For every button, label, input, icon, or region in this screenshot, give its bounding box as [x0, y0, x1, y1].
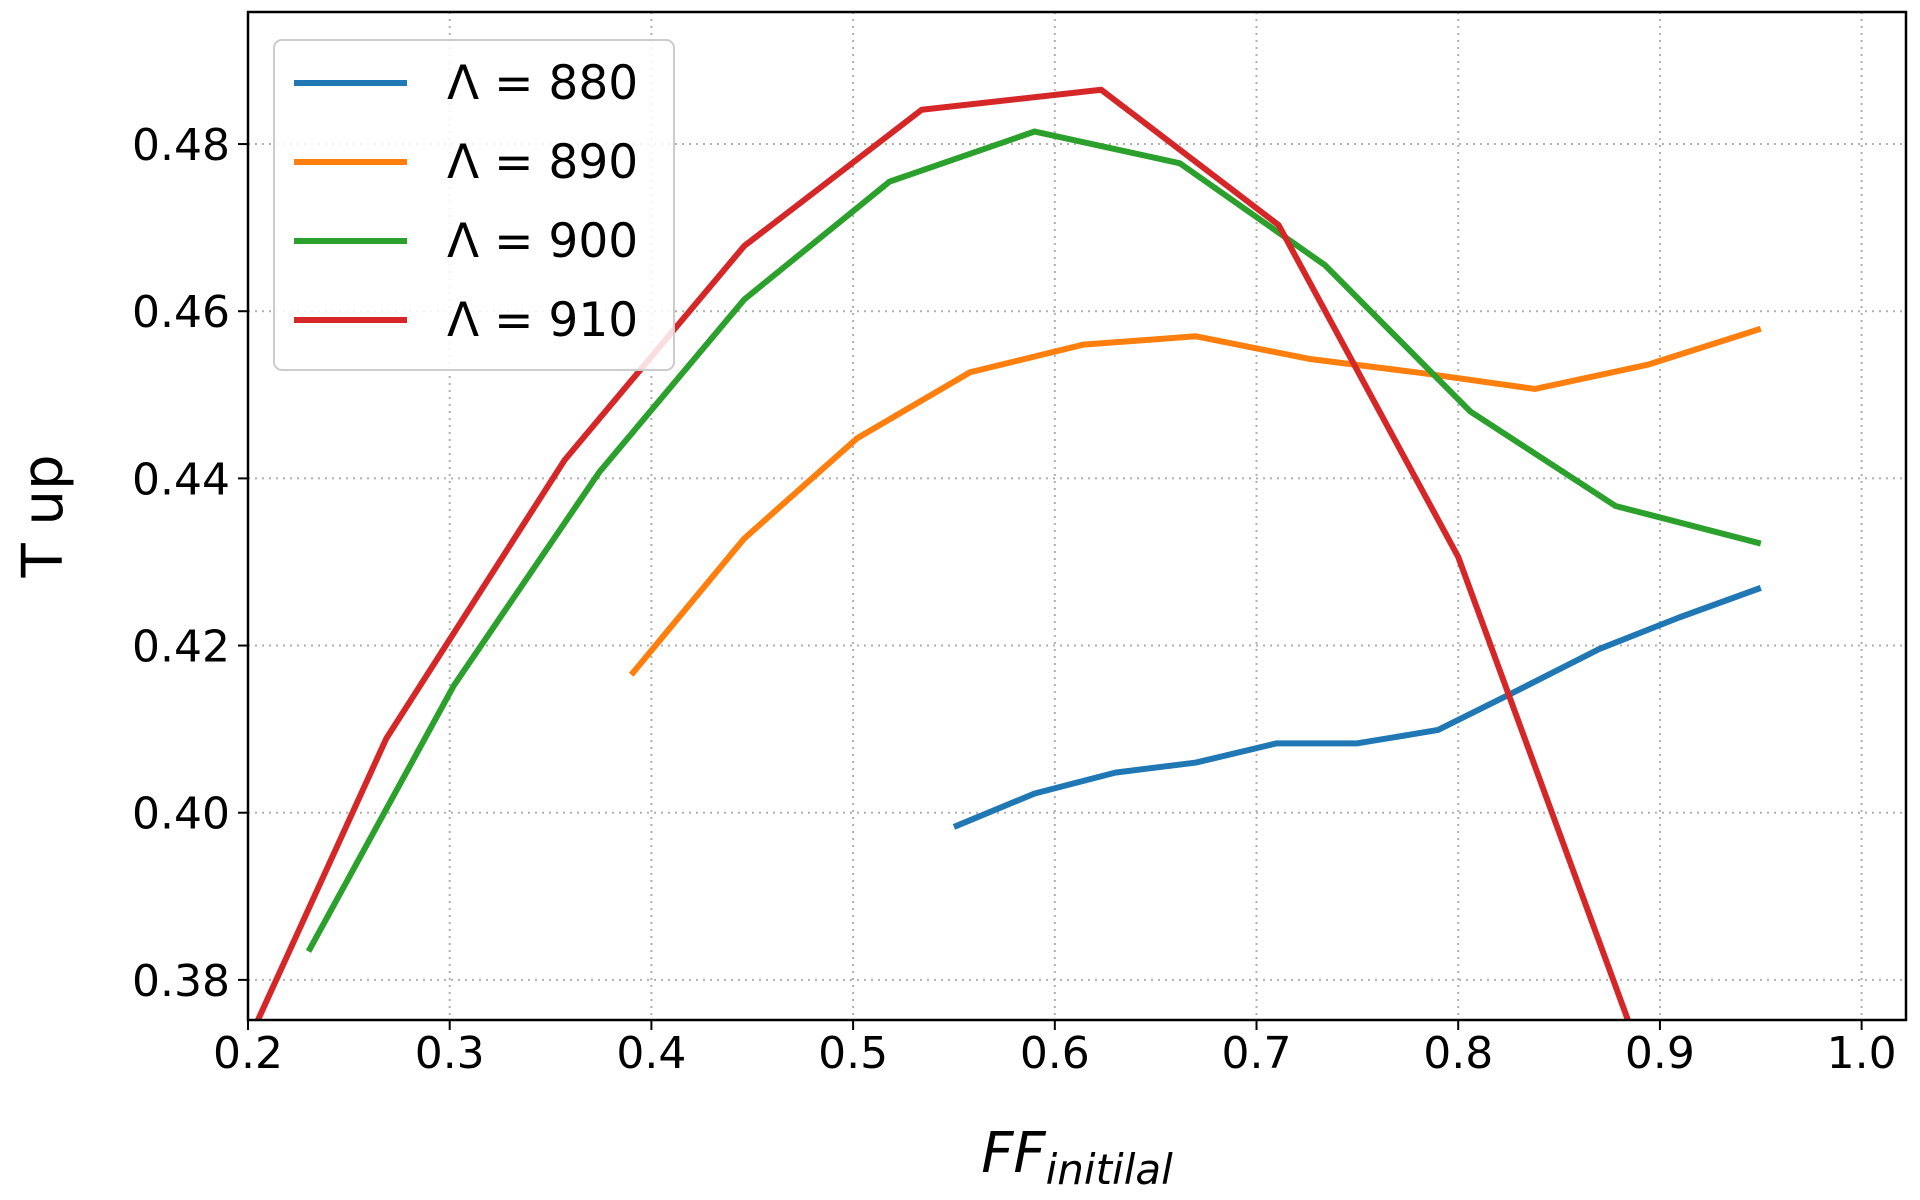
- x-label-subscript: initilal: [1046, 1145, 1174, 1194]
- plot-frame: [246, 10, 1908, 1022]
- y-tick-label: 0.38: [132, 956, 230, 1007]
- legend-label: Λ = 890: [447, 135, 638, 190]
- legend: Λ = 880 Λ = 890 Λ = 900 Λ = 910: [273, 39, 675, 371]
- series-line: [628, 325, 1762, 677]
- legend-label: Λ = 880: [447, 56, 638, 111]
- x-tick-label: 0.7: [1222, 1028, 1292, 1079]
- legend-frame: [273, 39, 675, 371]
- series-line: [305, 128, 1762, 953]
- legend-label: Λ = 910: [447, 293, 638, 348]
- x-tick-label: 0.6: [1020, 1028, 1090, 1079]
- x-axis-label: FFinitilal: [981, 1121, 1173, 1194]
- y-tick-label: 0.40: [132, 789, 230, 840]
- legend-label: Λ = 900: [447, 214, 638, 269]
- y-tick-label: 0.48: [132, 120, 230, 171]
- x-tick-label: 0.8: [1423, 1028, 1493, 1079]
- y-tick-label: 0.46: [132, 287, 230, 338]
- y-tick-label: 0.44: [132, 454, 230, 505]
- y-tick-label: 0.42: [132, 622, 230, 673]
- plot-lines: [254, 86, 1762, 1020]
- x-label-main: FF: [981, 1121, 1046, 1186]
- x-tick-label: 0.9: [1625, 1028, 1695, 1079]
- x-tick-label: 0.4: [616, 1028, 686, 1079]
- x-tick-label: 0.5: [818, 1028, 888, 1079]
- x-tick-label: 0.2: [213, 1028, 283, 1079]
- x-tick-label: 1.0: [1827, 1028, 1897, 1079]
- series-line: [952, 585, 1762, 830]
- y-axis-label: T up: [11, 454, 76, 578]
- x-tick-label: 0.3: [415, 1028, 485, 1079]
- series-line: [254, 86, 1632, 1020]
- axes: 0.2 0.3 0.4 0.5 0.6 0.7 0.8 0.9 1.0 0.38 0.40 0.42 0…: [132, 120, 1897, 1079]
